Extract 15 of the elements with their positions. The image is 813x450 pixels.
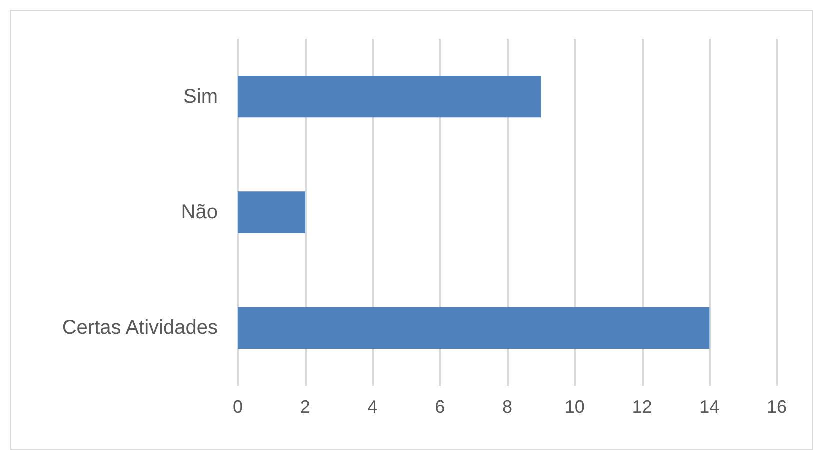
x-tick-label: 6 [435,397,446,417]
x-tick-label: 10 [564,397,585,417]
y-tick-label: Certas Atividades [62,317,218,340]
x-tick-label: 14 [700,397,720,417]
x-tick-label: 12 [632,397,652,417]
x-tick-label: 2 [300,397,310,417]
bar [238,192,306,234]
bar [238,76,542,118]
x-tick-label: 8 [502,397,513,417]
x-tick-label: 16 [766,397,788,417]
y-tick-label: Sim [184,86,218,108]
x-tick-label: 0 [232,397,244,417]
bar [238,307,710,349]
x-tick-label: 4 [368,397,378,417]
y-tick-label: Não [181,202,218,224]
